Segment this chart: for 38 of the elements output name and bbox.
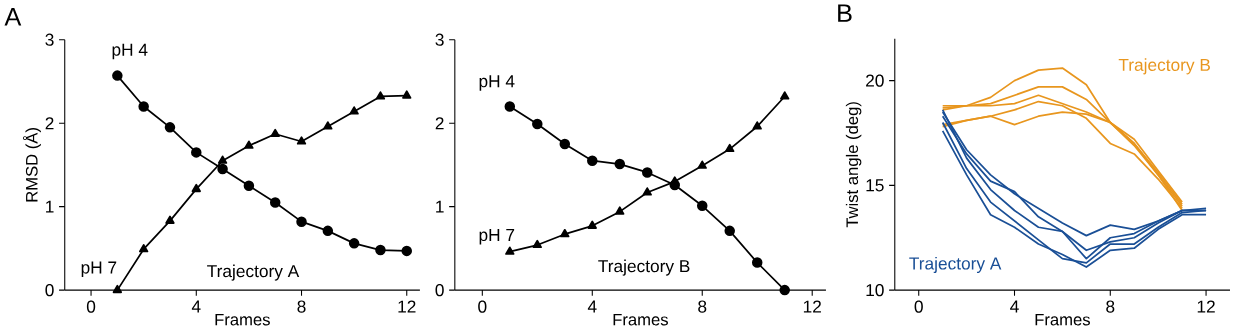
series-label: Trajectory B [1118,58,1210,75]
x-tick-label: 8 [297,300,306,313]
x-tick-label: 0 [86,300,96,313]
y-tick-label: 3 [45,33,54,46]
y-tick-label: 15 [866,179,884,192]
x-tick-label: 4 [587,300,597,313]
x-tick-label: 12 [1197,300,1215,313]
x-tick-label: 8 [698,300,707,313]
y-tick-label: 0 [45,283,54,297]
y-axis-title: Twist angle (deg) [845,102,862,228]
y-tick-label: 3 [435,33,444,46]
annotation: pH 4 [479,75,515,91]
x-axis-title: Frames [1035,313,1090,326]
x-tick-label: 0 [914,300,923,313]
y-tick-label: 10 [866,283,884,297]
chart-title: A [4,8,22,26]
y-tick-label: 1 [436,200,444,213]
y-tick-label: 2 [45,117,54,130]
y-tick-label: 20 [866,74,884,87]
annotation: pH 7 [479,229,515,245]
annotation: pH 7 [81,261,117,278]
y-axis-title: RMSD (Å) [22,128,41,202]
chart-title: B [838,4,852,22]
x-tick-label: 8 [1106,300,1115,313]
y-tick-label: 1 [46,200,54,213]
text: Trajectory A [909,256,1002,274]
x-axis-title: Frames [215,313,270,326]
x-tick-label: 0 [478,300,487,313]
y-tick-label: 0 [435,283,444,297]
annotation: Trajectory A [207,264,300,281]
x-tick-label: 4 [1010,300,1019,313]
x-axis-title: Frames [613,313,668,326]
annotation: pH 4 [112,43,148,60]
x-tick-label: 12 [803,300,821,313]
x-tick-label: 12 [398,300,416,313]
x-tick-label: 4 [191,300,201,313]
annotation: Trajectory B [598,259,690,276]
y-tick-label: 2 [435,117,444,130]
